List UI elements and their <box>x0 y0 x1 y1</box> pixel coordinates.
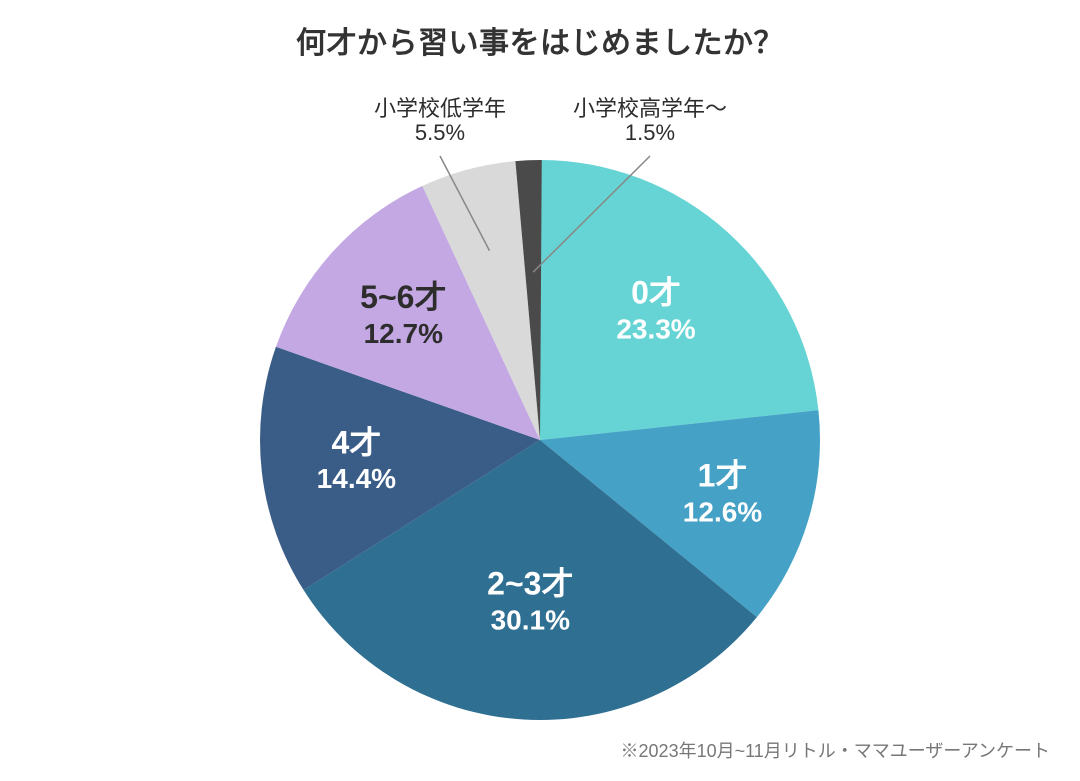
slice-percent: 12.6% <box>683 497 762 528</box>
slice-label: 2~3才 <box>487 566 573 602</box>
slice-label: 4才 <box>331 424 381 460</box>
slice-label: 1才 <box>698 458 748 494</box>
chart-title: 何才から習い事をはじめましたか？ <box>0 18 1080 62</box>
slice-label: 5~6才 <box>360 279 446 315</box>
slice-label: 0才 <box>631 274 681 310</box>
chart-container: 何才から習い事をはじめましたか？ 0才23.3% 1才12.6% 2~3才30.1%… <box>0 0 1080 781</box>
slice-percent: 12.7% <box>364 318 443 349</box>
slice-percent: 14.4% <box>317 463 396 494</box>
slice-percent: 1.5% <box>625 120 675 145</box>
chart-footnote: ※2023年10月~11月リトル・ママユーザーアンケート <box>621 737 1050 763</box>
slice-percent: 30.1% <box>491 605 570 636</box>
slice-label: 小学校高学年〜 <box>573 96 727 121</box>
slice-label: 小学校低学年 <box>374 96 506 121</box>
slice-percent: 23.3% <box>616 313 695 344</box>
pie-chart: 0才23.3% 1才12.6% 2~3才30.1% 4才14.4% 5~6才12.7% 小… <box>0 80 1080 740</box>
slice-percent: 5.5% <box>415 120 465 145</box>
